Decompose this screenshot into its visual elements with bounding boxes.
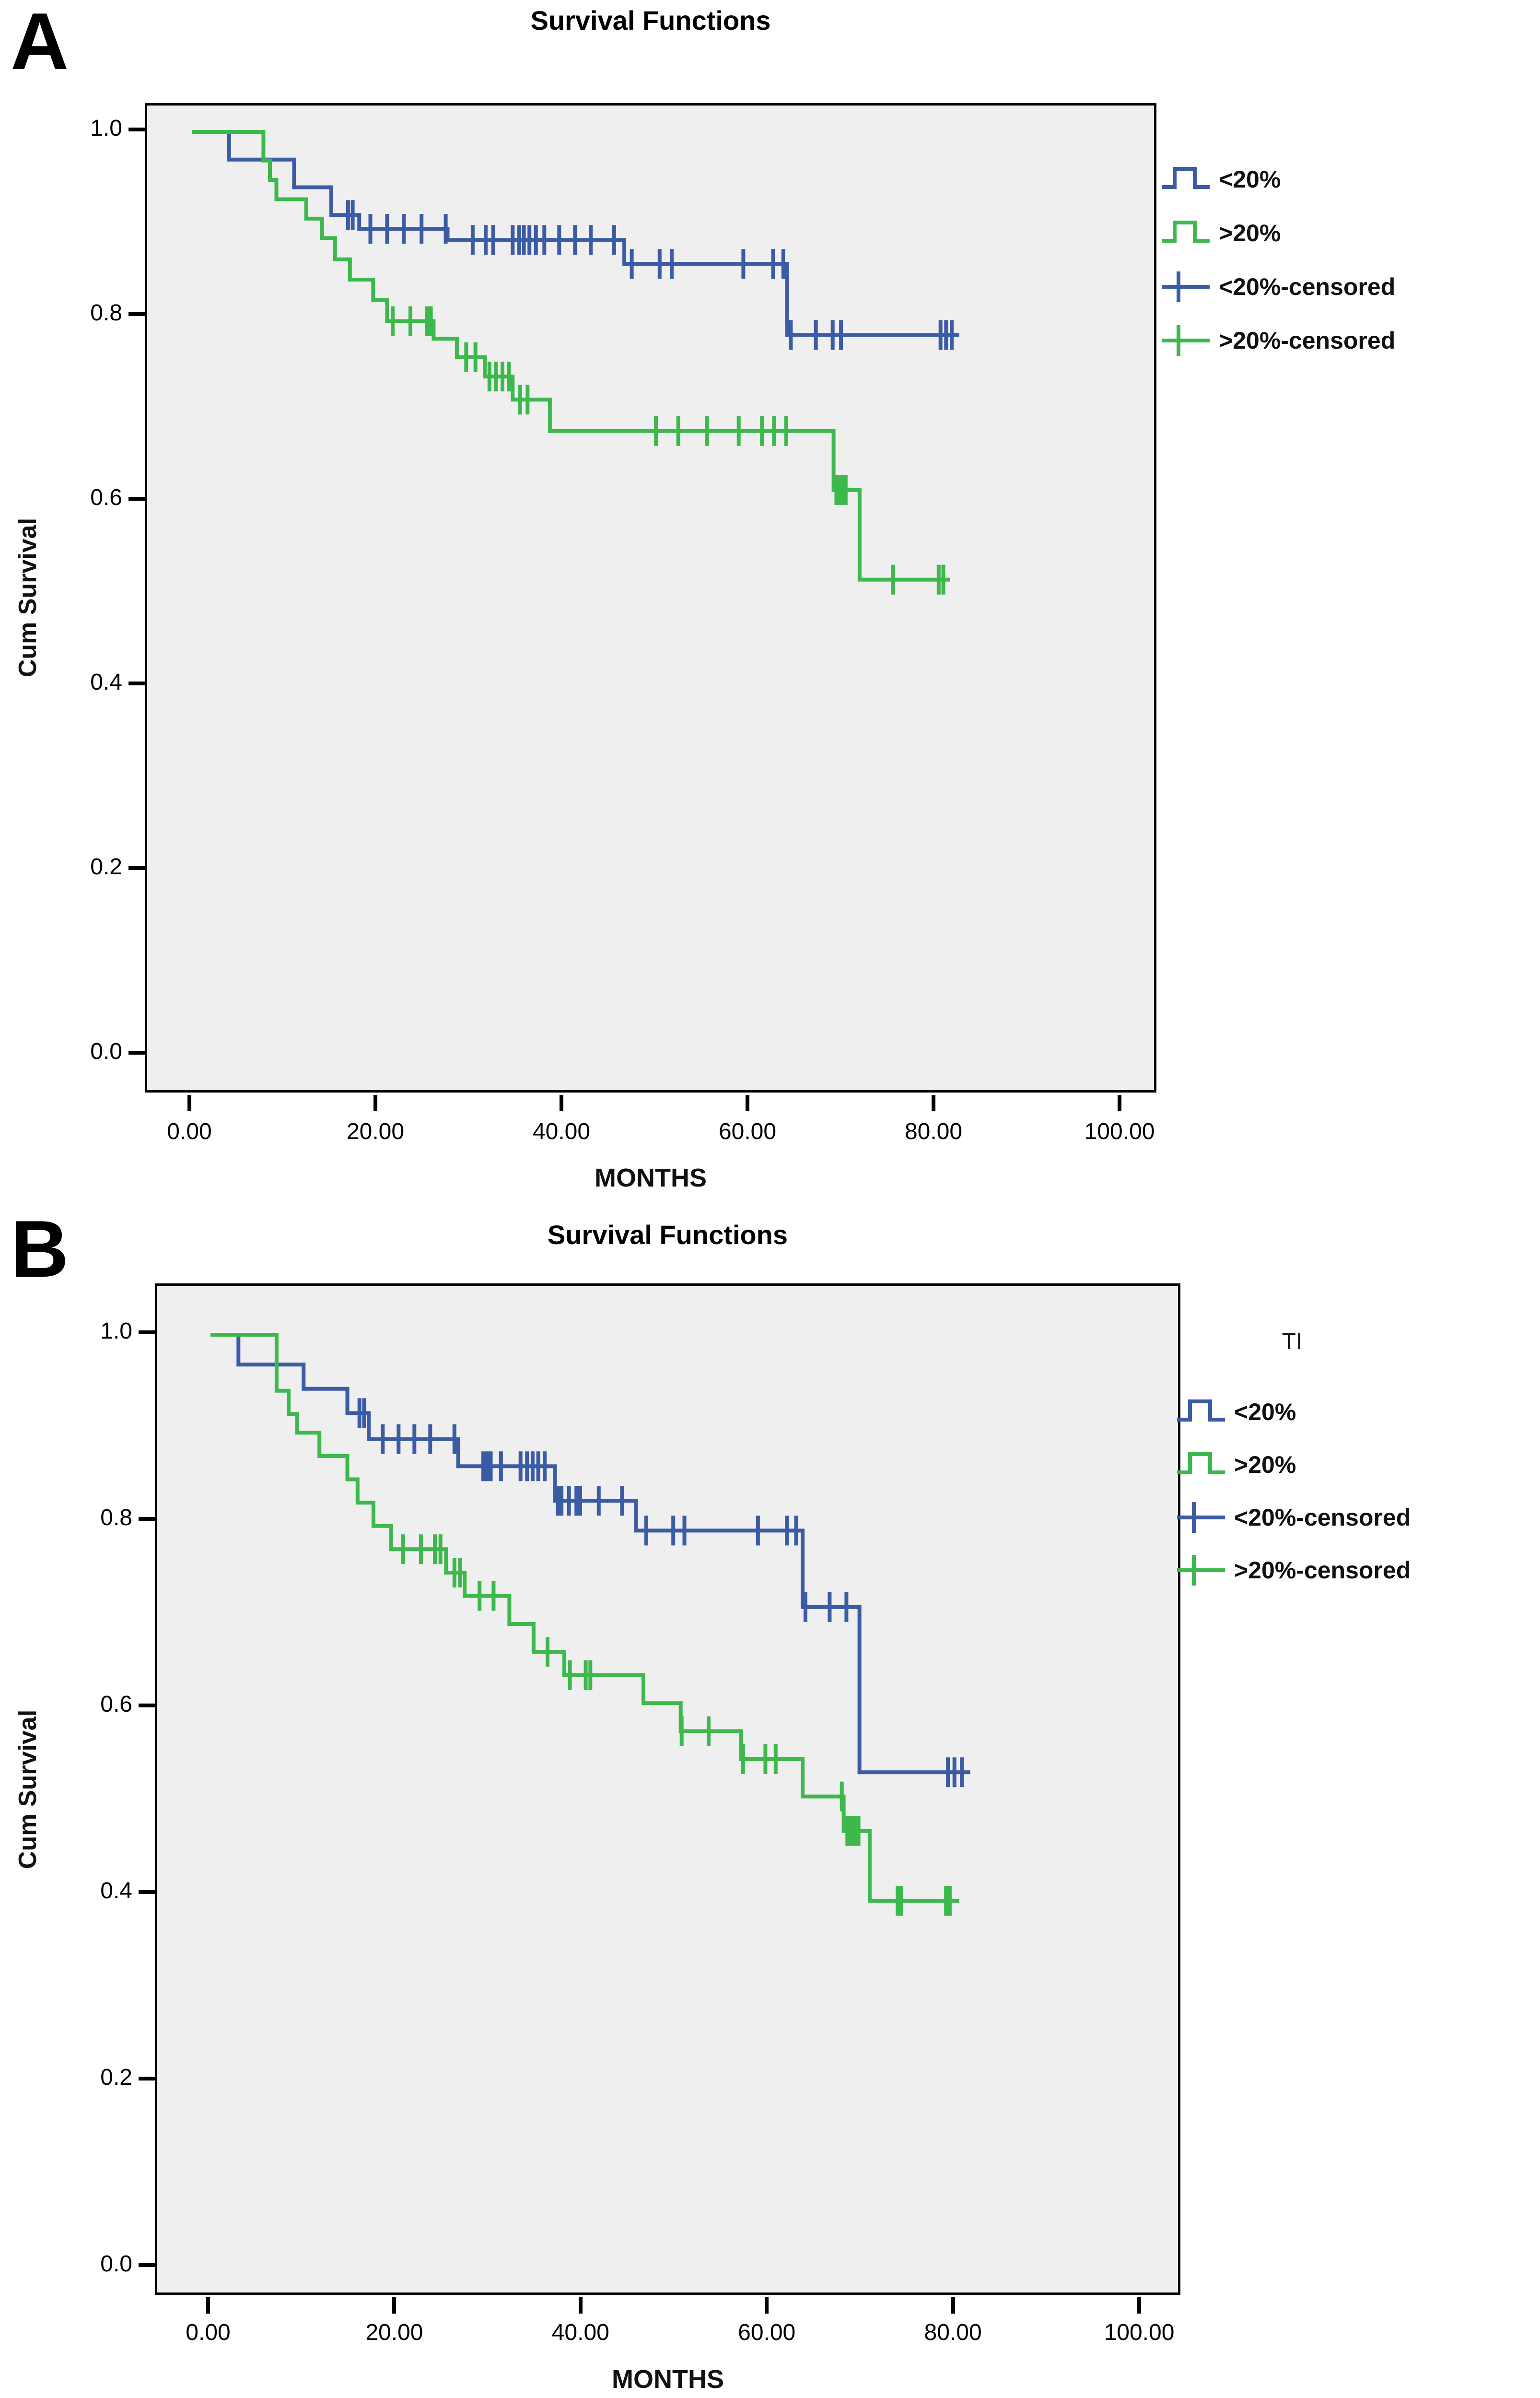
legend-item: >20%: [1160, 216, 1395, 250]
survival-curve-green: [192, 130, 950, 582]
legend-item-label: <20%-censored: [1234, 1504, 1411, 1531]
y-tick-label: 0.8: [100, 1505, 132, 1530]
y-tick-mark: [128, 866, 145, 870]
x-tick-label: 60.00: [718, 1119, 777, 1144]
panel-b-plot-area: [155, 1283, 1180, 2295]
legend-item: >20%-censored: [1160, 323, 1395, 358]
panel-a-x-axis-label: MONTHS: [595, 1164, 707, 1192]
survival-curve-green: [210, 1333, 959, 1903]
x-tick-label: 0.00: [186, 2320, 231, 2345]
y-tick-label: 0.4: [100, 1878, 132, 1904]
censored-cross-symbol-icon: [1177, 1555, 1225, 1586]
panel-a-survival-curves: [192, 130, 959, 595]
legend-item-label: >20%: [1219, 220, 1281, 247]
x-tick-label: 20.00: [365, 2320, 423, 2345]
panel-b-y-axis-label: Cum Survival: [14, 1709, 42, 1869]
panel-a-y-axis-label: Cum Survival: [14, 517, 42, 678]
censored-cross-symbol-icon: [1162, 271, 1210, 302]
panel-b-letter: B: [11, 1204, 69, 1294]
panel-a-letter: A: [11, 0, 69, 86]
step-line-symbol-icon: [1162, 167, 1210, 189]
y-tick-mark: [139, 1517, 155, 1521]
x-tick-label: 80.00: [924, 2320, 982, 2345]
legend-item: <20%-censored: [1160, 270, 1395, 304]
y-tick-label: 0.6: [90, 485, 122, 510]
step-line-symbol-icon: [1177, 1452, 1225, 1474]
panel-a-title: Survival Functions: [530, 5, 771, 35]
x-tick-label: 40.00: [532, 1119, 591, 1144]
legend-item-label: <20%-censored: [1219, 273, 1396, 300]
y-tick-label: 0.2: [90, 854, 122, 880]
x-tick-mark: [765, 2297, 769, 2314]
legend-item: <20%: [1160, 162, 1395, 197]
legend-item: >20%-censored: [1176, 1553, 1411, 1587]
legend-item-label: <20%: [1219, 166, 1281, 193]
x-tick-mark: [746, 1095, 749, 1111]
x-tick-mark: [951, 2297, 955, 2314]
x-tick-label: 40.00: [551, 2320, 609, 2345]
x-tick-label: 0.00: [167, 1119, 212, 1144]
step-line-symbol-icon: [1162, 221, 1210, 243]
x-tick-mark: [560, 1095, 563, 1111]
legend-item-label: >20%-censored: [1219, 327, 1396, 354]
x-tick-label: 60.00: [738, 2320, 796, 2345]
panel-b-title: Survival Functions: [548, 1220, 788, 1250]
y-tick-mark: [128, 128, 145, 131]
y-tick-mark: [139, 1330, 155, 1334]
x-tick-label: 100.00: [1104, 2320, 1175, 2345]
x-tick-label: 20.00: [346, 1119, 405, 1144]
x-tick-mark: [373, 1095, 377, 1111]
y-tick-label: 1.0: [100, 1318, 132, 1344]
y-tick-mark: [139, 2263, 155, 2267]
x-tick-label: 80.00: [904, 1119, 963, 1144]
y-tick-mark: [128, 312, 145, 316]
y-tick-label: 0.0: [90, 1039, 122, 1064]
x-tick-mark: [578, 2297, 583, 2314]
y-tick-label: 0.2: [100, 2065, 132, 2090]
y-tick-mark: [139, 1890, 155, 1894]
y-tick-label: 0.0: [100, 2251, 132, 2277]
x-tick-mark: [932, 1095, 935, 1111]
legend-item-label: <20%: [1234, 1399, 1296, 1425]
legend-item: <20%-censored: [1176, 1500, 1411, 1535]
y-tick-mark: [139, 2077, 155, 2081]
y-tick-label: 1.0: [90, 116, 122, 141]
panel-b-x-axis-label: MONTHS: [612, 2365, 724, 2394]
legend-item-label: >20%-censored: [1234, 1557, 1411, 1584]
panel-b-legend: <20% >20% <20%-censored >20%-censored: [1176, 1395, 1411, 1587]
panel-a-plot-area: [145, 103, 1156, 1093]
legend-item-label: >20%: [1234, 1451, 1296, 1478]
step-line-symbol-icon: [1177, 1399, 1225, 1422]
x-tick-mark: [187, 1095, 191, 1111]
y-tick-mark: [139, 1704, 155, 1707]
y-tick-mark: [128, 497, 145, 501]
panel-b-survival-curves: [210, 1333, 970, 1916]
panel-a-legend: <20% >20% <20%-censored >20%-censored: [1160, 162, 1395, 358]
survival-curve-blue: [192, 130, 959, 337]
legend-item: <20%: [1176, 1395, 1411, 1429]
censored-cross-symbol-icon: [1162, 325, 1210, 356]
x-tick-label: 100.00: [1084, 1119, 1155, 1144]
censored-cross-symbol-icon: [1177, 1502, 1225, 1533]
y-tick-mark: [128, 1051, 145, 1055]
x-tick-mark: [1118, 1095, 1121, 1111]
x-tick-mark: [1137, 2297, 1141, 2314]
legend-item: >20%: [1176, 1447, 1411, 1482]
x-tick-mark: [206, 2297, 210, 2314]
y-tick-label: 0.4: [90, 670, 122, 695]
y-tick-mark: [128, 682, 145, 685]
y-tick-label: 0.8: [90, 300, 122, 326]
panel-b-legend-title: TI: [1282, 1329, 1303, 1354]
x-tick-mark: [392, 2297, 397, 2314]
y-tick-label: 0.6: [100, 1692, 132, 1717]
survival-curve-blue: [210, 1333, 970, 1775]
